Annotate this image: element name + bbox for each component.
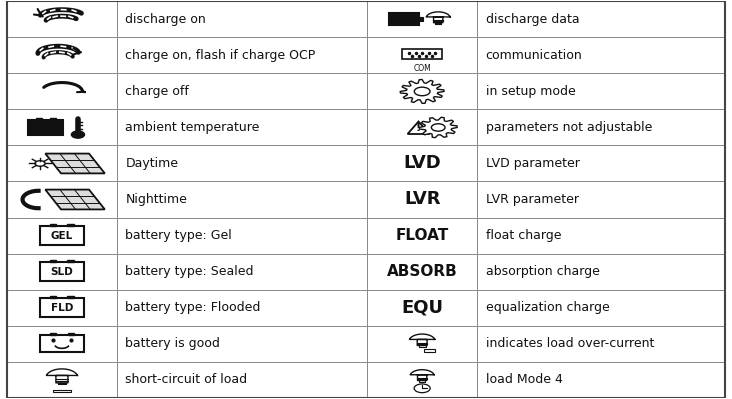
Bar (424, 349, 436, 352)
Text: EQU: EQU (401, 298, 443, 316)
Text: charge on, flash if charge OCP: charge on, flash if charge OCP (125, 49, 315, 62)
Bar (50, 296, 56, 298)
Text: battery type: Flooded: battery type: Flooded (125, 301, 261, 314)
Text: LVD: LVD (403, 154, 441, 172)
Polygon shape (419, 117, 458, 138)
Bar (36, 118, 42, 120)
Text: short-circuit of load: short-circuit of load (125, 373, 247, 386)
Bar (419, 18, 423, 22)
Text: in setup mode: in setup mode (485, 85, 575, 98)
Bar (51, 333, 56, 335)
Text: LVD parameter: LVD parameter (485, 157, 580, 170)
Polygon shape (400, 79, 444, 103)
Bar (40, 335, 83, 352)
Text: COM: COM (414, 64, 431, 73)
Polygon shape (45, 154, 105, 174)
Bar (40, 298, 83, 317)
Text: discharge on: discharge on (125, 13, 206, 26)
Text: Daytime: Daytime (125, 157, 179, 170)
Text: battery type: Sealed: battery type: Sealed (125, 265, 254, 278)
Bar (67, 296, 74, 298)
Text: float charge: float charge (485, 229, 561, 242)
Bar (67, 224, 74, 226)
Text: battery type: Gel: battery type: Gel (125, 229, 232, 242)
Bar (50, 260, 56, 263)
Text: LVR: LVR (404, 190, 441, 209)
Circle shape (414, 87, 430, 96)
Text: GEL: GEL (51, 231, 73, 241)
Bar (67, 260, 74, 263)
Bar (40, 263, 83, 280)
Text: charge off: charge off (125, 85, 190, 98)
Bar (50, 224, 56, 226)
Text: FLOAT: FLOAT (395, 228, 449, 243)
Text: ABSORB: ABSORB (386, 264, 458, 279)
Circle shape (431, 124, 445, 131)
Bar (389, 14, 419, 26)
Text: !: ! (416, 123, 421, 133)
Text: Nighttime: Nighttime (125, 193, 187, 206)
Text: communication: communication (485, 49, 583, 62)
Bar (50, 118, 56, 120)
Text: load Mode 4: load Mode 4 (485, 373, 562, 386)
Text: indicates load over-current: indicates load over-current (485, 337, 654, 350)
Circle shape (72, 131, 84, 138)
Text: FLD: FLD (51, 302, 73, 312)
Text: parameters not adjustable: parameters not adjustable (485, 121, 652, 134)
Polygon shape (45, 190, 105, 209)
Text: absorption charge: absorption charge (485, 265, 600, 278)
Text: equalization charge: equalization charge (485, 301, 609, 314)
Bar (402, 49, 442, 59)
Text: discharge data: discharge data (485, 13, 579, 26)
Text: SLD: SLD (51, 267, 73, 277)
Bar (29, 120, 64, 135)
Bar (40, 226, 83, 245)
Text: battery is good: battery is good (125, 337, 220, 350)
Bar (68, 333, 74, 335)
Bar (53, 389, 71, 392)
Text: ambient temperature: ambient temperature (125, 121, 260, 134)
Text: LVR parameter: LVR parameter (485, 193, 578, 206)
